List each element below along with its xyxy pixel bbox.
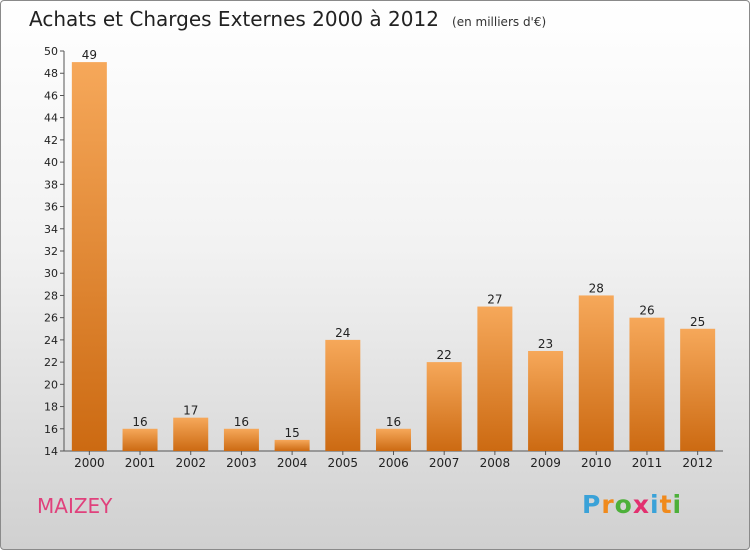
bar-2011 (629, 317, 665, 451)
data-label: 17 (183, 404, 198, 418)
x-tick-label: 2001 (125, 456, 156, 470)
y-tick-label: 18 (44, 401, 58, 414)
logo-letter: i (672, 490, 683, 519)
bar-2006 (376, 428, 411, 451)
y-tick-label: 14 (44, 445, 58, 458)
y-tick-label: 32 (44, 245, 58, 258)
y-tick-label: 34 (44, 223, 58, 236)
bars (71, 62, 716, 451)
logo-letter: P (582, 490, 602, 519)
bar-2004 (274, 439, 310, 451)
chart-title: Achats et Charges Externes 2000 à 2012 (29, 7, 439, 31)
data-label: 16 (234, 415, 249, 429)
data-label: 15 (284, 426, 299, 440)
data-label: 28 (589, 281, 604, 295)
data-label: 24 (335, 326, 350, 340)
x-tick-label: 2004 (277, 456, 308, 470)
bar-2012 (680, 328, 716, 451)
x-tick-label: 2010 (581, 456, 612, 470)
bar-2009 (528, 351, 564, 451)
x-tick-label: 2008 (480, 456, 511, 470)
y-tick-label: 20 (44, 378, 58, 391)
x-tick-label: 2009 (530, 456, 561, 470)
data-label: 23 (538, 337, 553, 351)
y-tick-label: 36 (44, 201, 58, 214)
x-tick-label: 2006 (378, 456, 409, 470)
bar-2007 (426, 362, 462, 451)
bar-2002 (173, 417, 209, 451)
y-tick-label: 44 (44, 112, 58, 125)
bar-2005 (325, 339, 361, 451)
y-tick-label: 40 (44, 156, 58, 169)
data-label: 49 (82, 48, 97, 62)
y-tick-label: 42 (44, 134, 58, 147)
proxiti-logo[interactable]: Proxiti (582, 490, 682, 519)
x-tick-label: 2007 (429, 456, 460, 470)
logo-letter: o (614, 490, 633, 519)
x-tick-label: 2003 (226, 456, 257, 470)
data-label: 22 (437, 348, 452, 362)
y-tick-label: 48 (44, 67, 58, 80)
data-label: 27 (487, 293, 502, 307)
place-name: MAIZEY (37, 494, 113, 518)
chart-subtitle: (en milliers d'€) (452, 15, 547, 29)
y-tick-label: 16 (44, 423, 58, 436)
bar-2001 (122, 428, 158, 451)
y-tick-label: 24 (44, 334, 58, 347)
y-tick-label: 28 (44, 289, 58, 302)
labels: 49 2000 16 2001 17 2002 16 2003 15 2004 24 2005 16 20… (74, 48, 713, 470)
y-tick-label: 46 (44, 89, 58, 102)
data-label: 25 (690, 315, 705, 329)
data-label: 26 (639, 304, 654, 318)
x-tick-label: 2012 (682, 456, 713, 470)
bar-2008 (477, 306, 513, 451)
y-tick-label: 26 (44, 312, 58, 325)
logo-letter: r (601, 490, 615, 519)
x-tick-label: 2000 (74, 456, 105, 470)
x-tick-label: 2005 (328, 456, 359, 470)
y-tick-label: 38 (44, 178, 58, 191)
logo-letter: x (632, 490, 650, 519)
bar-2000 (71, 62, 107, 451)
bar-2010 (578, 295, 614, 451)
logo-letter: i (650, 490, 660, 519)
chart-title-block: Achats et Charges Externes 2000 à 2012 (… (29, 7, 546, 31)
logo-letter: t (659, 490, 673, 519)
y-tick-label: 50 (44, 45, 58, 58)
y-tick-label: 22 (44, 356, 58, 369)
bar-2003 (223, 428, 259, 451)
axes: 14 16 18 20 22 24 26 28 30 32 34 36 38 40 42 44 46 48 50 (44, 45, 723, 458)
x-tick-label: 2011 (632, 456, 663, 470)
y-tick-label: 30 (44, 267, 58, 280)
x-tick-label: 2002 (175, 456, 206, 470)
data-label: 16 (386, 415, 401, 429)
data-label: 16 (132, 415, 147, 429)
